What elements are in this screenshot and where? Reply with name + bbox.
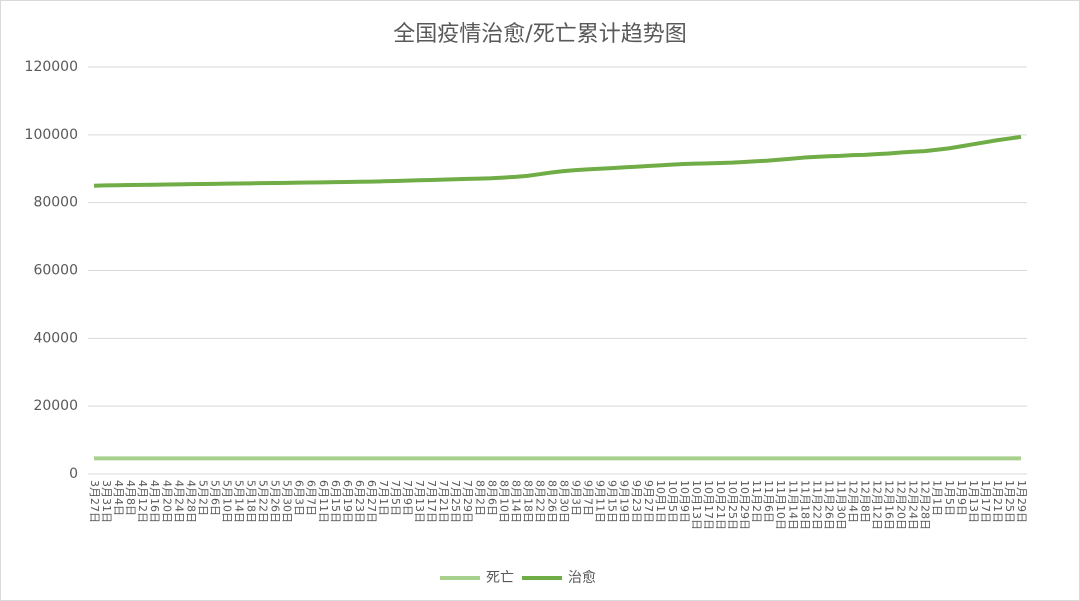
y-tick-label: 60000 [33,263,78,279]
chart-title: 全国疫情治愈/死亡累计趋势图 [393,22,686,47]
x-tick-label: 10月5日 [666,480,679,523]
x-tick-label: 8月26日 [545,480,558,523]
x-tick-label: 4月8日 [124,480,137,516]
x-tick-label: 9月11日 [594,480,607,523]
y-tick-label: 80000 [33,195,78,211]
x-tick-label: 9月15日 [606,480,619,523]
x-tick-label: 1月1日 [931,480,944,516]
x-tick-label: 10月29日 [738,480,751,530]
x-tick-label: 10月9日 [678,480,691,523]
x-tick-label: 5月22日 [257,480,270,523]
series-line [93,134,1022,188]
x-tick-label: 10月25日 [726,480,739,530]
x-tick-label: 12月4日 [846,480,859,523]
x-tick-label: 10月21日 [714,480,727,530]
x-tick-label: 8月22日 [533,480,546,523]
x-tick-label: 7月29日 [461,480,474,523]
x-tick-label: 12月8日 [858,480,871,523]
x-tick-label: 4月12日 [136,480,149,523]
x-tick-label: 5月18日 [245,480,258,523]
x-tick-label: 5月30日 [281,480,294,523]
x-tick-label: 1月25日 [1003,480,1016,523]
x-tick-label: 6月11日 [317,480,330,523]
x-tick-label: 5月2日 [196,480,209,516]
x-tick-label: 12月16日 [883,480,896,530]
x-tick-label: 7月17日 [425,480,438,523]
x-tick-label: 6月27日 [365,480,378,523]
x-tick-label: 9月23日 [630,480,643,523]
x-tick-label: 3月31日 [100,480,113,523]
y-tick-label: 0 [69,466,78,482]
x-tick-label: 7月13日 [413,480,426,523]
x-tick-label: 11月22日 [810,480,823,530]
x-tick-label: 1月29日 [1015,480,1028,523]
x-tick-label: 6月23日 [353,480,366,523]
x-tick-label: 7月1日 [377,480,390,516]
x-tick-label: 8月14日 [509,480,522,523]
x-tick-label: 6月7日 [305,480,318,516]
x-tick-label: 6月19日 [341,480,354,523]
x-tick-label: 4月4日 [112,480,125,516]
x-tick-label: 1月9日 [955,480,968,516]
x-tick-label: 7月21日 [437,480,450,523]
x-tick-label: 11月2日 [750,480,763,523]
x-tick-label: 9月27日 [642,480,655,523]
x-tick-label: 7月5日 [389,480,402,516]
x-tick-label: 12月12日 [871,480,884,530]
x-tick-label: 4月24日 [172,480,185,523]
x-tick-label: 11月30日 [834,480,847,530]
x-tick-label: 4月20日 [160,480,173,523]
x-tick-label: 9月19日 [618,480,631,523]
x-tick-label: 8月2日 [473,480,486,516]
x-tick-label: 8月10日 [497,480,510,523]
x-tick-label: 5月26日 [269,480,282,523]
x-tick-label: 8月30日 [558,480,571,523]
x-tick-label: 8月6日 [485,480,498,516]
y-tick-label: 120000 [25,59,78,75]
x-tick-label: 1月13日 [967,480,980,523]
x-tick-label: 4月28日 [184,480,197,523]
x-tick-label: 1月17日 [979,480,992,523]
x-tick-label: 12月24日 [907,480,920,530]
x-tick-label: 10月17日 [702,480,715,530]
x-tick-label: 7月9日 [401,480,414,516]
x-tick-label: 1月21日 [991,480,1004,523]
x-tick-label: 5月10日 [220,480,233,523]
x-tick-label: 11月18日 [798,480,811,530]
x-tick-label: 6月15日 [329,480,342,523]
y-tick-label: 20000 [33,398,78,414]
x-tick-label: 11月6日 [762,480,775,523]
x-tick-label: 10月1日 [654,480,667,523]
x-tick-label: 1月5日 [943,480,956,516]
x-tick-label: 5月14日 [232,480,245,523]
x-tick-label: 12月20日 [895,480,908,530]
legend-label: 治愈 [568,570,596,586]
legend-label: 死亡 [486,570,514,586]
x-tick-label: 7月25日 [449,480,462,523]
x-tick-label: 4月16日 [148,480,161,523]
x-tick-label: 9月3日 [570,480,583,516]
x-tick-label: 11月14日 [786,480,799,530]
x-tick-label: 8月18日 [521,480,534,523]
y-tick-label: 100000 [25,127,78,143]
y-tick-label: 40000 [33,330,78,346]
x-tick-label: 11月10日 [774,480,787,530]
x-tick-label: 6月3日 [293,480,306,516]
x-tick-label: 5月6日 [208,480,221,516]
x-tick-label: 12月28日 [919,480,932,530]
x-tick-label: 3月27日 [88,480,101,523]
x-tick-label: 11月26日 [822,480,835,530]
x-tick-label: 10月13日 [690,480,703,530]
x-tick-label: 9月7日 [582,480,595,516]
